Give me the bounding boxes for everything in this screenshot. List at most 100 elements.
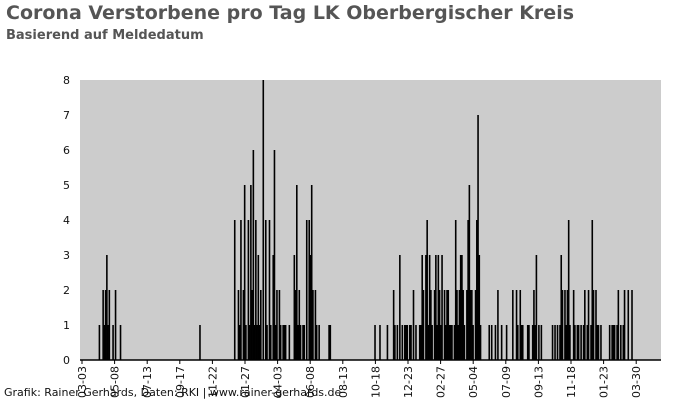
bar (276, 290, 278, 360)
x-tick-label: 11-22 (206, 366, 219, 398)
bar (98, 325, 101, 360)
bar (569, 325, 571, 360)
bar (108, 290, 111, 360)
bar (474, 290, 477, 360)
bar (597, 325, 600, 360)
bar (257, 255, 260, 360)
bar (305, 220, 308, 360)
bar (104, 290, 107, 360)
bar (426, 220, 428, 360)
bar (310, 185, 313, 360)
bar (308, 220, 311, 360)
bar (248, 325, 251, 360)
bar (627, 290, 630, 360)
bar (408, 325, 411, 360)
bar (284, 325, 287, 360)
bar (631, 290, 633, 360)
bar (268, 220, 271, 360)
bar (302, 325, 304, 360)
bar (119, 325, 122, 360)
bar (266, 325, 268, 360)
bar (459, 255, 462, 360)
bar (297, 325, 299, 360)
bar (521, 325, 524, 360)
x-tick-label: 07-13 (141, 366, 154, 398)
bar (293, 255, 296, 360)
bar (253, 325, 256, 360)
bar (500, 325, 503, 360)
bar (528, 325, 530, 360)
bar (505, 325, 508, 360)
y-axis: 0 1 2 3 4 5 6 7 8 (63, 74, 70, 367)
bar (622, 325, 625, 360)
x-tick-label: 01-23 (598, 366, 611, 398)
bar (427, 325, 430, 360)
bar (457, 325, 459, 360)
bar (454, 220, 457, 360)
bar (431, 325, 433, 360)
bar (412, 290, 415, 360)
bar (242, 290, 245, 360)
x-tick-label: 03-03 (76, 366, 89, 398)
y-tick-label: 2 (63, 284, 70, 297)
bar (262, 80, 265, 360)
bar (534, 325, 536, 360)
bar (404, 325, 406, 360)
bar (312, 290, 314, 360)
bar (410, 325, 412, 360)
bar (590, 325, 592, 360)
bar (103, 325, 106, 360)
bar (472, 325, 474, 360)
bar (613, 325, 616, 360)
bar (554, 325, 556, 360)
bar (386, 325, 389, 360)
bar (463, 325, 466, 360)
bar (298, 290, 301, 360)
bar (494, 325, 497, 360)
bar (252, 150, 255, 360)
x-tick-label: 07-09 (500, 366, 513, 398)
bar (260, 290, 262, 360)
bar (447, 290, 450, 360)
bar (296, 185, 298, 360)
x-tick-label: 01-27 (239, 366, 252, 398)
bar (444, 325, 447, 360)
bar (406, 325, 409, 360)
bar (394, 325, 396, 360)
bar (471, 290, 473, 360)
bar (396, 325, 399, 360)
bar (587, 290, 590, 360)
x-tick-label: 06-08 (304, 366, 317, 398)
bar (415, 325, 417, 360)
x-tick-label: 05-08 (109, 366, 122, 398)
y-tick-label: 4 (63, 214, 70, 227)
bar (531, 325, 534, 360)
bar (199, 325, 201, 360)
bar (556, 325, 559, 360)
y-tick-label: 0 (63, 354, 70, 367)
bar (591, 220, 594, 360)
bar (425, 255, 427, 360)
bar (564, 290, 566, 360)
bar (560, 255, 563, 360)
bar (107, 325, 109, 360)
bar (441, 255, 443, 360)
bar (435, 255, 437, 360)
bar (436, 325, 438, 360)
bar (440, 325, 442, 360)
bar (490, 325, 493, 360)
bar (596, 325, 599, 360)
bar (421, 255, 423, 360)
bar (582, 325, 585, 360)
bar (461, 255, 463, 360)
bar (437, 255, 440, 360)
bar (448, 325, 451, 360)
bar (468, 185, 471, 360)
bar (238, 325, 241, 360)
bar (580, 325, 582, 360)
x-tick-label: 03-30 (630, 366, 643, 398)
bar (443, 290, 446, 360)
bar (264, 220, 267, 360)
x-tick-label: 12-23 (402, 366, 415, 398)
bar (476, 220, 478, 360)
